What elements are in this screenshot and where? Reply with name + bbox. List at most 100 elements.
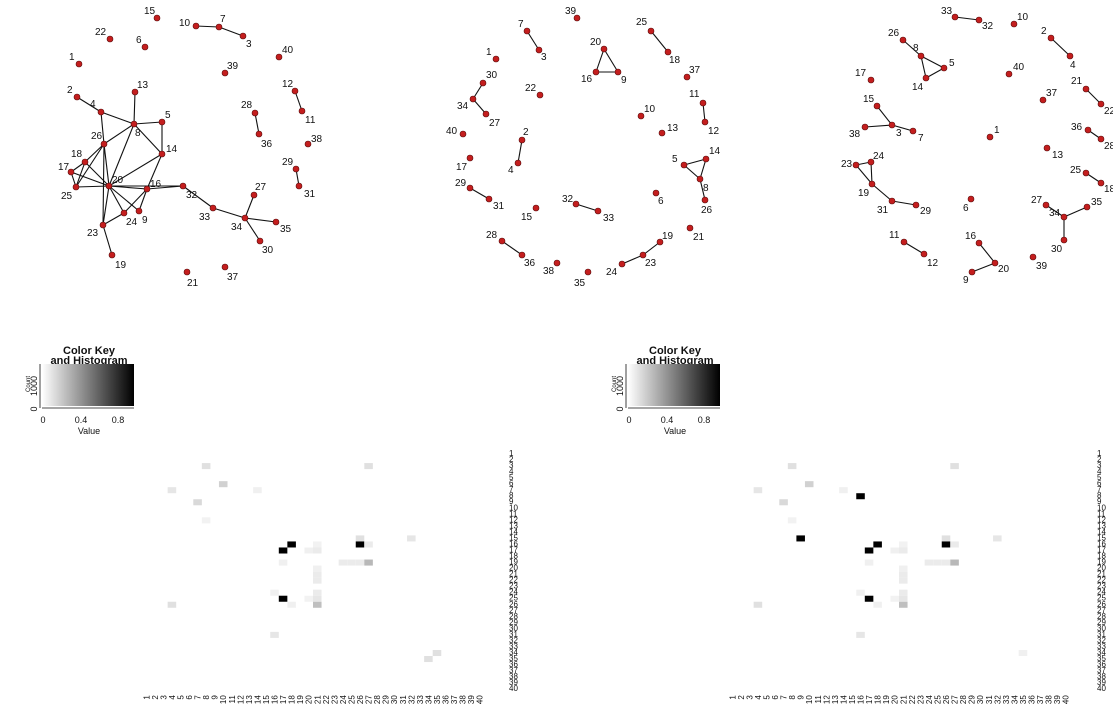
heatmap-row-label: 28: [509, 612, 518, 621]
heatmap-row-label: 30: [1097, 624, 1106, 633]
network-node: [861, 123, 869, 131]
heatmap-row-label: 4: [509, 467, 514, 476]
node-label: 28: [241, 100, 253, 111]
heatmap-row-label: 14: [509, 527, 518, 536]
network-edge: [108, 185, 125, 214]
network-node: [873, 102, 881, 110]
heatmap-col-label: 26: [942, 695, 951, 704]
node-label: 1: [486, 47, 492, 58]
node-label: 18: [1104, 184, 1113, 195]
heatmap-row-label: 4: [1097, 467, 1102, 476]
network-node: [241, 214, 249, 222]
node-label: 2: [67, 85, 73, 96]
network-node: [469, 95, 477, 103]
heatmap-cell: [287, 601, 296, 608]
heatmap-cell: [873, 541, 882, 548]
heatmap-cell: [167, 601, 177, 608]
color-key-title: Color Key: [649, 345, 702, 357]
network-node: [1082, 169, 1090, 177]
node-label: 29: [282, 157, 294, 168]
heatmap-cell: [313, 595, 322, 602]
network-node: [221, 263, 229, 271]
network-node: [479, 79, 487, 87]
node-label: 38: [543, 266, 555, 277]
node-label: 7: [518, 19, 524, 30]
node-label: 34: [1049, 208, 1061, 219]
network-edge: [699, 178, 706, 201]
node-label: 30: [486, 70, 498, 81]
heatmap-row-label: 35: [1097, 654, 1106, 663]
heatmap-cell: [787, 517, 797, 524]
heatmap-row-label: 26: [509, 600, 518, 609]
heatmap-col-label: 6: [185, 695, 194, 700]
heatmap-cell: [899, 601, 908, 608]
heatmap-col-label: 30: [976, 695, 985, 704]
network-node: [291, 87, 299, 95]
network-node: [272, 218, 280, 226]
heatmap-row-label: 21: [1097, 570, 1106, 579]
network-node: [81, 158, 89, 166]
heatmap-col-label: 17: [865, 695, 874, 704]
node-label: 35: [1091, 197, 1103, 208]
network-edge: [855, 164, 873, 185]
node-label: 21: [187, 278, 199, 289]
heatmap-cell: [864, 595, 874, 602]
heatmap-row-label: 5: [509, 473, 514, 482]
heatmap-cell: [753, 487, 763, 494]
heatmap-row-label: 31: [1097, 630, 1106, 639]
heatmap-col-label: 32: [993, 695, 1002, 704]
network-node: [73, 93, 81, 101]
node-label: 22: [525, 83, 537, 94]
network-edge: [971, 262, 996, 273]
node-label: 38: [311, 134, 323, 145]
network-edge: [903, 241, 925, 255]
network-node: [466, 154, 474, 162]
heatmap-row-label: 10: [509, 503, 518, 512]
network-node: [917, 52, 925, 60]
network-edge: [102, 143, 105, 226]
node-label: 34: [457, 101, 469, 112]
node-label: 31: [304, 189, 316, 200]
color-key-ylabel: Count: [612, 376, 618, 392]
heatmap-cell: [270, 631, 279, 638]
heatmap-row-label: 27: [509, 606, 518, 615]
node-label: 25: [1070, 165, 1082, 176]
heatmap-col-label: 28: [959, 695, 968, 704]
network-edge: [102, 224, 113, 256]
heatmap-col-label: 27: [951, 695, 960, 704]
heatmap-cell: [796, 535, 805, 542]
node-label: 11: [689, 89, 700, 100]
node-label: 9: [621, 75, 627, 86]
heatmap-row-label: 8: [1097, 491, 1102, 500]
heatmap-col-label: 24: [339, 695, 348, 704]
heatmap-col-label: 24: [925, 695, 934, 704]
network-node: [656, 238, 664, 246]
heatmap-col-label: 27: [365, 695, 374, 704]
network-node: [131, 88, 139, 96]
network-node: [1097, 100, 1105, 108]
heatmap-col-label: 38: [1045, 695, 1054, 704]
node-label: 6: [136, 35, 142, 46]
heatmap-row-label: 2: [509, 455, 514, 464]
heatmap-row-label: 39: [509, 678, 518, 687]
node-label: 13: [137, 80, 149, 91]
network-edge: [575, 203, 599, 212]
heatmap-cell: [899, 565, 908, 572]
node-label: 18: [669, 55, 681, 66]
network-edge: [102, 212, 125, 226]
heatmap-cell: [899, 541, 908, 548]
heatmap-col-label: 7: [194, 695, 203, 700]
node-label: 12: [927, 258, 939, 269]
node-label: 39: [565, 6, 577, 17]
network-node: [97, 108, 105, 116]
network-node: [143, 185, 151, 193]
node-label: 19: [115, 260, 127, 271]
node-label: 1: [994, 125, 1000, 136]
heatmap-cell: [278, 595, 288, 602]
heatmap-row-label: 16: [509, 539, 518, 548]
network-node: [868, 180, 876, 188]
network-node: [600, 45, 608, 53]
node-label: 32: [562, 194, 574, 205]
node-label: 5: [672, 154, 678, 165]
